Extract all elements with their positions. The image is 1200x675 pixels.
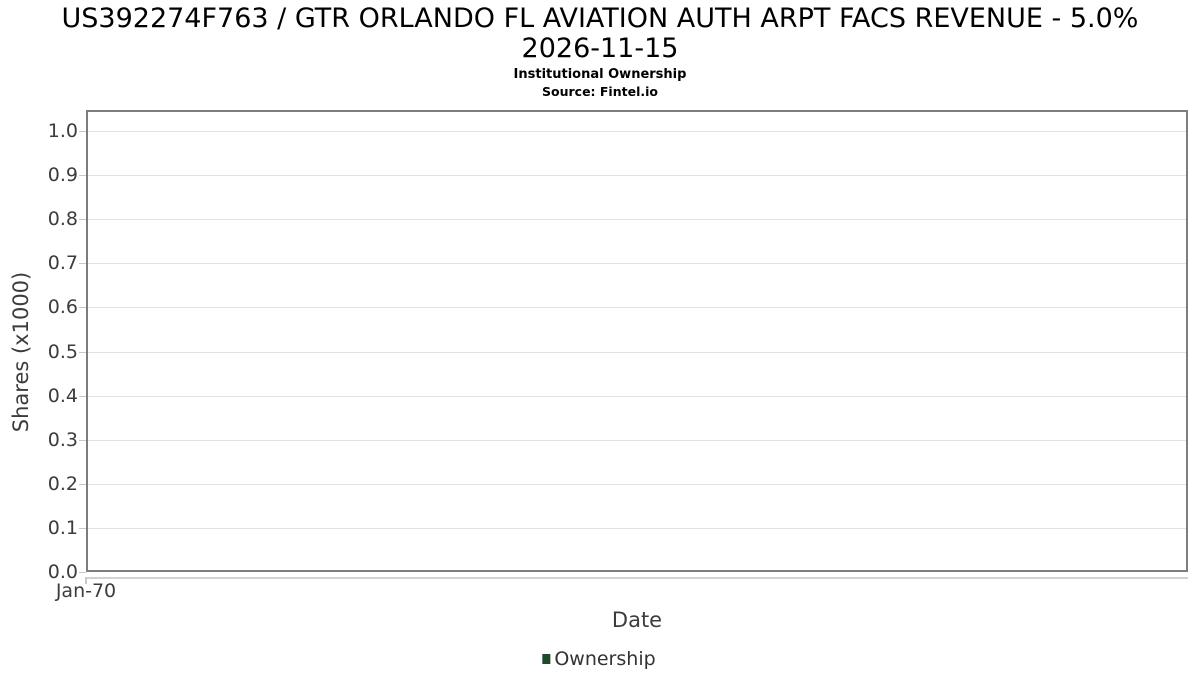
gridline [88,528,1186,529]
y-tick-label: 0.9 [47,164,78,186]
gridline [88,352,1186,353]
gridline [88,307,1186,308]
chart-subtitle: Institutional Ownership [513,67,687,82]
y-tick-label: 0.6 [47,296,78,318]
y-tick-mark [79,263,86,264]
y-tick-label: 0.2 [47,473,78,495]
gridline [88,131,1186,132]
x-tick-label: Jan-70 [55,580,117,602]
legend-marker-icon [542,654,551,664]
y-tick-label: 1.0 [47,120,78,142]
plot-area [86,110,1188,572]
y-tick-mark [79,352,86,353]
gridline [88,175,1186,176]
y-tick-label: 0.4 [47,385,78,407]
y-tick-label: 0.5 [47,341,78,363]
y-tick-label: 0.7 [47,252,78,274]
legend-label: Ownership [554,648,656,670]
y-tick-label: 0.8 [47,208,78,230]
y-tick-mark [79,219,86,220]
x-axis-line [86,577,1188,579]
x-axis-title: Date [611,608,663,632]
chart-title-line2: 2026-11-15 [521,33,679,64]
y-tick-label: 0.3 [47,429,78,451]
y-tick-label: 0.1 [47,517,78,539]
gridline [88,219,1186,220]
y-tick-mark [79,528,86,529]
gridline [88,484,1186,485]
y-tick-mark [79,440,86,441]
y-tick-mark [79,396,86,397]
y-tick-mark [79,307,86,308]
x-tick-mark [85,577,87,584]
y-tick-mark [79,131,86,132]
chart-source: Source: Fintel.io [542,84,658,99]
gridline [88,440,1186,441]
gridline [88,396,1186,397]
gridline [88,263,1186,264]
chart-title-line1: US392274F763 / GTR ORLANDO FL AVIATION A… [61,3,1139,34]
legend: Ownership [542,647,656,671]
y-tick-mark [79,175,86,176]
y-tick-label: 0.0 [47,561,78,583]
y-tick-mark [79,484,86,485]
y-tick-mark [79,572,86,573]
